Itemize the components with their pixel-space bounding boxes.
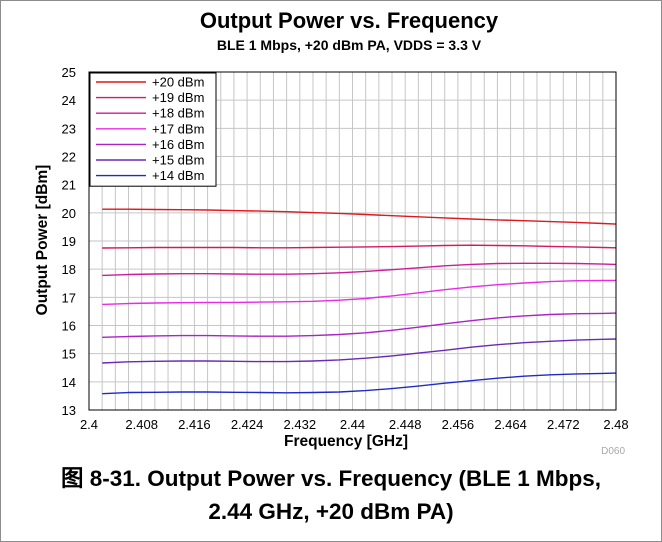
chart-subtitle: BLE 1 Mbps, +20 dBm PA, VDDS = 3.3 V <box>217 37 482 53</box>
x-tick-label: 2.464 <box>494 417 527 432</box>
figure-tag: D060 <box>601 446 625 457</box>
x-tick-label: 2.456 <box>442 417 475 432</box>
y-tick-label: 16 <box>62 319 76 334</box>
chart-title: Output Power vs. Frequency <box>200 8 499 33</box>
x-tick-label: 2.472 <box>547 417 580 432</box>
legend-box <box>89 72 217 187</box>
plot-border <box>88 71 617 411</box>
y-tick-label: 24 <box>62 93 76 108</box>
series-line-20dBmdbm <box>102 208 617 225</box>
series-line-14dBmdbm <box>102 372 617 395</box>
legend-label: +16 dBm <box>152 137 204 152</box>
x-tick-label: 2.48 <box>603 417 628 432</box>
y-tick-label: 20 <box>62 206 76 221</box>
series-line-15dBmdbm <box>102 338 617 364</box>
y-tick-label: 23 <box>62 121 76 136</box>
legend-label: +17 dBm <box>152 121 204 136</box>
legend-label: +18 dBm <box>152 106 204 121</box>
x-tick-label: 2.448 <box>389 417 422 432</box>
series-line-17dBmdbm <box>102 279 616 306</box>
caption-line-1: 图 8-31. Output Power vs. Frequency (BLE … <box>60 466 602 491</box>
legend: +20 dBm+19 dBm+18 dBm+17 dBm+16 dBm+15 d… <box>89 72 217 187</box>
y-tick-label: 14 <box>62 375 76 390</box>
legend-label: +15 dBm <box>152 153 204 168</box>
legend-label: +14 dBm <box>152 168 204 183</box>
y-tick-label: 17 <box>62 290 76 305</box>
series-line-19dBmdbm <box>102 244 617 249</box>
y-tick-label: 18 <box>62 262 76 277</box>
legend-label: +19 dBm <box>152 90 204 105</box>
x-tick-label: 2.408 <box>125 417 158 432</box>
y-tick-label: 15 <box>62 347 76 362</box>
y-tick-label: 21 <box>62 178 76 193</box>
x-tick-label: 2.432 <box>284 417 317 432</box>
x-tick-label: 2.424 <box>231 417 264 432</box>
caption-line-2: 2.44 GHz, +20 dBm PA) <box>208 499 454 524</box>
y-axis-label: Output Power [dBm] <box>34 165 51 316</box>
y-tick-label: 19 <box>62 234 76 249</box>
line-chart: Output Power vs. Frequency BLE 1 Mbps, +… <box>34 8 629 457</box>
series-line-16dBmdbm <box>102 312 617 338</box>
x-tick-label: 2.4 <box>80 417 98 432</box>
x-tick-label: 2.416 <box>178 417 211 432</box>
legend-label: +20 dBm <box>152 75 204 90</box>
y-tick-label: 13 <box>62 403 76 418</box>
y-tick-label: 25 <box>62 65 76 80</box>
figure-caption: 图 8-31. Output Power vs. Frequency (BLE … <box>0 462 662 528</box>
x-tick-label: 2.44 <box>340 417 365 432</box>
x-axis-label: Frequency [GHz] <box>284 433 408 450</box>
tick-labels: 2.4 2.408 2.416 2.424 2.432 2.44 2.448 2.456 2.4… <box>62 65 629 432</box>
series-lines <box>102 208 617 395</box>
y-tick-label: 22 <box>62 150 76 165</box>
series-line-18dBmdbm <box>102 262 617 277</box>
